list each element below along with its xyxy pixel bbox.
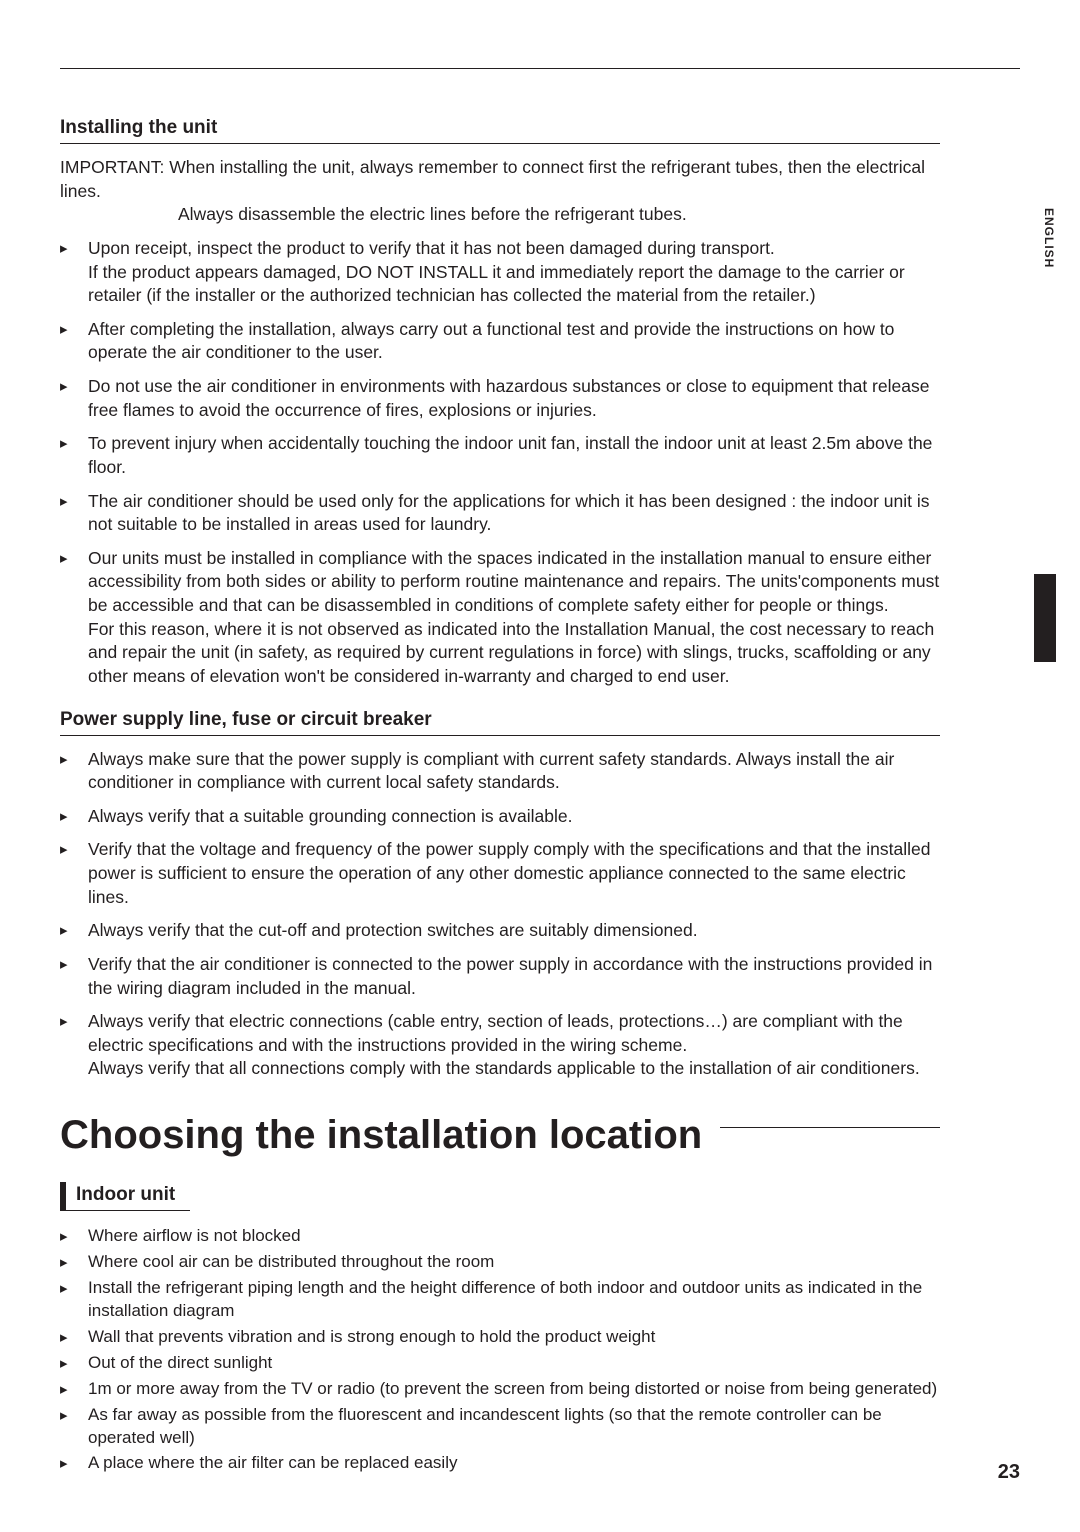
important-line-1: IMPORTANT: When installing the unit, alw…	[60, 157, 925, 201]
page-number: 23	[998, 1461, 1020, 1484]
list-item: Install the refrigerant piping length an…	[60, 1277, 940, 1323]
list-item: Always make sure that the power supply i…	[60, 748, 940, 795]
main-heading-row: Choosing the installation location	[60, 1113, 940, 1158]
subsection-heading-indoor: Indoor unit	[60, 1182, 190, 1211]
installing-bullet-list: Upon receipt, inspect the product to ver…	[60, 237, 940, 689]
list-item: Verify that the voltage and frequency of…	[60, 838, 940, 909]
list-item: Verify that the air conditioner is conne…	[60, 953, 940, 1000]
list-item: Always verify that a suitable grounding …	[60, 805, 940, 829]
list-item: As far away as possible from the fluores…	[60, 1404, 940, 1450]
main-heading: Choosing the installation location	[60, 1113, 702, 1158]
page-top-rule	[60, 68, 1020, 69]
language-tab: ENGLISH	[1042, 208, 1056, 268]
list-item: 1m or more away from the TV or radio (to…	[60, 1378, 940, 1401]
list-item: The air conditioner should be used only …	[60, 490, 940, 537]
list-item: Where airflow is not blocked	[60, 1225, 940, 1248]
list-item: A place where the air filter can be repl…	[60, 1452, 940, 1475]
heading-rule	[720, 1127, 940, 1128]
section-heading-power: Power supply line, fuse or circuit break…	[60, 709, 940, 736]
content-column: Installing the unit IMPORTANT: When inst…	[60, 117, 940, 1475]
section-heading-installing: Installing the unit	[60, 117, 940, 144]
list-item: To prevent injury when accidentally touc…	[60, 432, 940, 479]
list-item: Do not use the air conditioner in enviro…	[60, 375, 940, 422]
important-note: IMPORTANT: When installing the unit, alw…	[60, 156, 940, 227]
list-item: Where cool air can be distributed throug…	[60, 1251, 940, 1274]
list-item: After completing the installation, alway…	[60, 318, 940, 365]
side-index-bar	[1034, 574, 1056, 662]
list-item: Out of the direct sunlight	[60, 1352, 940, 1375]
list-item: Wall that prevents vibration and is stro…	[60, 1326, 940, 1349]
list-item: Upon receipt, inspect the product to ver…	[60, 237, 940, 308]
indoor-bullet-list: Where airflow is not blocked Where cool …	[60, 1225, 940, 1475]
important-line-2: Always disassemble the electric lines be…	[60, 203, 940, 227]
list-item: Always verify that electric connections …	[60, 1010, 940, 1081]
list-item: Our units must be installed in complianc…	[60, 547, 940, 689]
list-item: Always verify that the cut-off and prote…	[60, 919, 940, 943]
subsection-heading-wrap: Indoor unit	[60, 1182, 940, 1211]
power-bullet-list: Always make sure that the power supply i…	[60, 748, 940, 1082]
